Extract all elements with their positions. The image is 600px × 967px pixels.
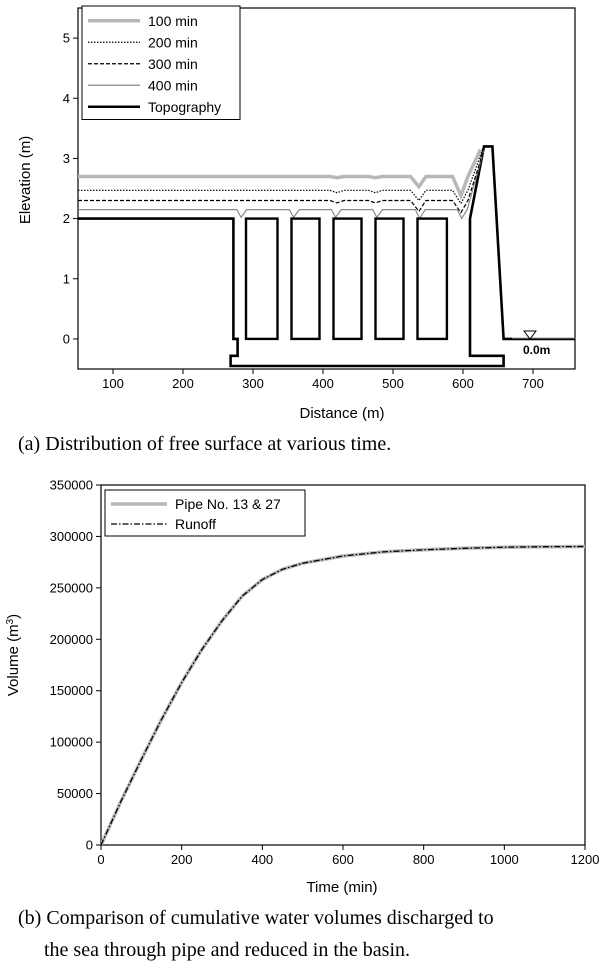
y-tick-label: 5 (63, 31, 70, 46)
topography-pillar (290, 217, 321, 341)
x-tick-label: 600 (332, 852, 354, 867)
series-line-400-min (78, 149, 485, 220)
x-tick-label: 200 (171, 852, 193, 867)
x-tick-label: 0 (97, 852, 104, 867)
x-tick-label: 400 (251, 852, 273, 867)
caption-b-line2: the sea through pipe and reduced in the … (44, 939, 410, 961)
x-tick-label: 200 (172, 376, 194, 391)
caption-a: (a) Distribution of free surface at vari… (18, 433, 392, 455)
y-tick-label: 0 (63, 331, 70, 346)
x-tick-label: 1000 (490, 852, 519, 867)
legend-label: Pipe No. 13 & 27 (175, 496, 281, 512)
y-tick-label: 4 (63, 91, 70, 106)
elevation-chart: 100 200 300 400 500 600 700 0 1 2 3 4 5 100 min 200 m… (17, 5, 576, 422)
x-tick-label: 600 (452, 376, 474, 391)
series-line-100-min (78, 148, 483, 201)
y-tick-label: 250000 (50, 580, 93, 595)
topography-pillar (374, 217, 405, 341)
series-line-topography (78, 145, 575, 368)
plot-frame (77, 7, 576, 370)
series-line-pipe-no-13-27 (101, 544, 585, 845)
y-tick-label: 300000 (50, 529, 93, 544)
legend-box (104, 489, 306, 537)
y-tick-label: 0 (86, 838, 93, 853)
series-line-runoff (101, 545, 585, 845)
y-tick-label: 200000 (50, 632, 93, 647)
legend-label: 300 min (148, 56, 198, 72)
x-tick-label: 1200 (571, 852, 600, 867)
topography-pillar (416, 217, 449, 341)
y-tick-label: 100000 (50, 735, 93, 750)
y-axis-label: Elevation (m) (17, 136, 34, 224)
y-tick-label: 350000 (50, 478, 93, 493)
series-line-300-min (78, 149, 485, 214)
x-tick-label: 500 (382, 376, 404, 391)
y-tick-label: 50000 (57, 786, 93, 801)
water-level-marker-icon (523, 330, 537, 340)
y-tick-label: 2 (63, 211, 70, 226)
sea-level-label: 0.0m (523, 343, 550, 357)
x-tick-label: 800 (413, 852, 435, 867)
plot-frame (100, 484, 586, 846)
y-tick-label: 1 (63, 271, 70, 286)
legend-label: Topography (148, 99, 221, 115)
legend-label: 200 min (148, 34, 198, 50)
legend-label: Runoff (175, 516, 216, 532)
x-axis-label: Distance (m) (299, 405, 384, 422)
x-tick-label: 300 (242, 376, 264, 391)
legend-label: 100 min (148, 13, 198, 29)
y-tick-label: 3 (63, 151, 70, 166)
series-line-200-min (78, 149, 484, 205)
x-tick-label: 700 (522, 376, 544, 391)
topography-pillar (244, 217, 279, 341)
y-tick-label: 150000 (50, 683, 93, 698)
volume-chart: 0 200 400 600 800 1000 1200 0 50000 100000 150000 2… (5, 478, 600, 897)
legend-label: 400 min (148, 77, 198, 93)
x-axis-label: Time (min) (306, 879, 377, 896)
legend-box (81, 5, 241, 120)
topography-pillar (332, 217, 363, 341)
x-tick-label: 100 (102, 376, 124, 391)
caption-b-line1: (b) Comparison of cumulative water volum… (18, 907, 494, 929)
x-tick-label: 400 (312, 376, 334, 391)
caption-b: (b) Comparison of cumulative water volum… (18, 902, 594, 966)
y-axis-label: Volume (m3) (5, 614, 22, 696)
